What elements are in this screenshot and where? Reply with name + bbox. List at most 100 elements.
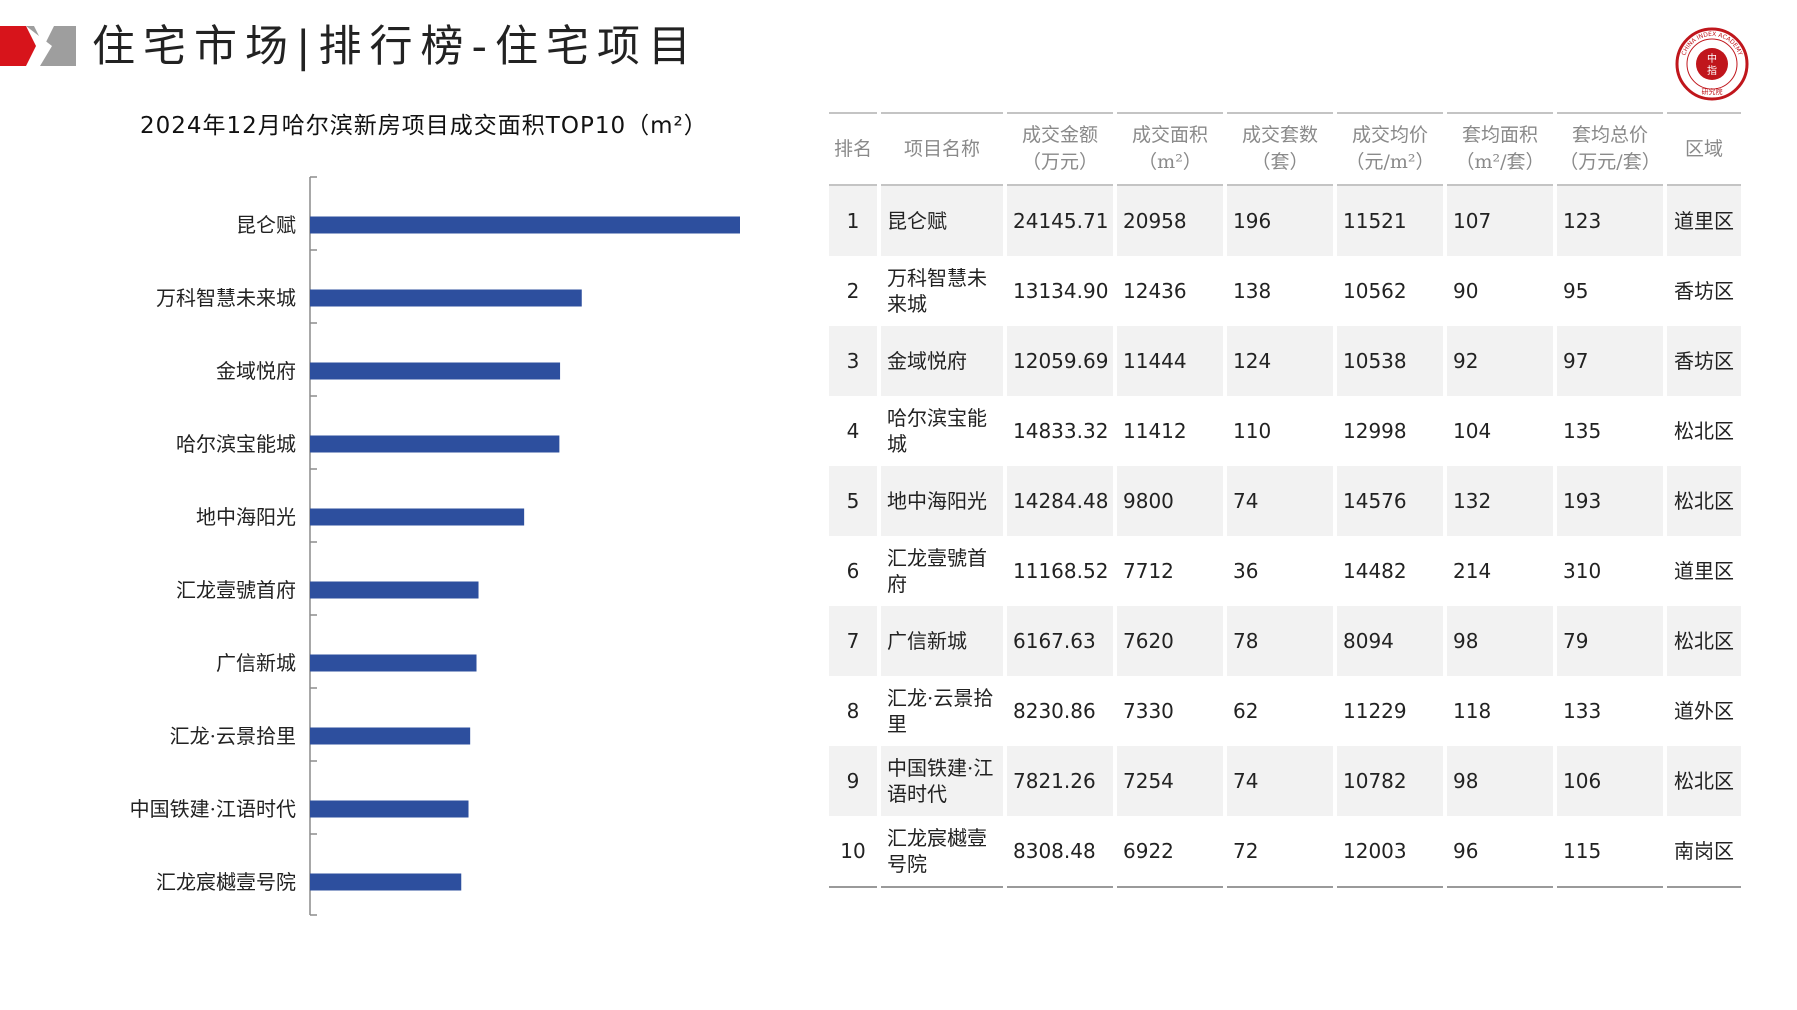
- bar: [310, 435, 560, 453]
- china-index-academy-logo: 中 指 CHINA INDEX ACADEMY 研究院: [1675, 27, 1749, 101]
- value-cell: 6922: [1117, 816, 1223, 888]
- value-cell: 74: [1227, 466, 1333, 536]
- value-cell: 7254: [1117, 746, 1223, 816]
- table-row: 2 万科智慧未来城 13134.90 12436 138 10562 90 95 香坊区: [829, 256, 1741, 326]
- project-name-cell: 中国铁建·江语时代: [881, 746, 1003, 816]
- value-cell: 36: [1233, 559, 1259, 583]
- table-row: 10 汇龙宸樾壹号院 8308.48 6922 72 12003 96 115 南岗区: [829, 816, 1741, 888]
- logo-char-top: 中: [1707, 52, 1717, 65]
- rank-cell: 7: [829, 606, 877, 676]
- table-header-cell: 套均总价（万元/套）: [1557, 112, 1663, 186]
- value-cell: 95: [1563, 279, 1589, 303]
- project-name-cell: 万科智慧未来城: [887, 266, 987, 316]
- table-row: 4 哈尔滨宝能城 14833.32 11412 110 12998 104 135 松北区: [829, 396, 1741, 466]
- bar: [310, 508, 525, 526]
- rank-cell: 4: [846, 419, 860, 443]
- project-name-cell: 哈尔滨宝能城: [887, 406, 987, 456]
- project-name-cell: 金域悦府: [881, 326, 1003, 396]
- bar: [310, 873, 462, 891]
- value-cell: 24145.71: [1007, 186, 1113, 256]
- table-header-cell: 套均面积（m²/套）: [1447, 112, 1553, 186]
- rank-cell: 10: [829, 816, 877, 888]
- table-header-cell: 成交套数（套）: [1227, 112, 1333, 186]
- value-cell: 11229: [1343, 699, 1407, 723]
- value-cell: 104: [1453, 419, 1492, 443]
- value-cell: 97: [1557, 326, 1663, 396]
- value-cell: 124: [1227, 326, 1333, 396]
- rank-cell: 1: [829, 186, 877, 256]
- value-cell: 214: [1453, 559, 1492, 583]
- value-cell: 107: [1447, 186, 1553, 256]
- bar: [310, 362, 561, 380]
- value-cell: 9800: [1117, 466, 1223, 536]
- project-name-cell: 汇龙宸樾壹号院: [881, 816, 1003, 888]
- table-row: 8 汇龙·云景拾里 8230.86 7330 62 11229 118 133 道外区: [829, 676, 1741, 746]
- value-cell: 11168.52: [1013, 559, 1109, 583]
- value-cell: 7330: [1123, 699, 1174, 723]
- chart-title: 2024年12月哈尔滨新房项目成交面积TOP10（m²）: [140, 113, 708, 139]
- table-header-cell: 成交均价（元/m²）: [1337, 112, 1443, 186]
- category-label: 广信新城: [216, 651, 296, 675]
- value-cell: 90: [1453, 279, 1479, 303]
- category-label: 金域悦府: [216, 359, 296, 383]
- value-cell: 7712: [1123, 559, 1174, 583]
- value-cell: 7821.26: [1007, 746, 1113, 816]
- region-cell: 道里区: [1667, 186, 1741, 256]
- value-cell: 11412: [1123, 419, 1187, 443]
- value-cell: 12998: [1343, 419, 1407, 443]
- value-cell: 11444: [1117, 326, 1223, 396]
- value-cell: 6167.63: [1007, 606, 1113, 676]
- value-cell: 10538: [1337, 326, 1443, 396]
- region-cell: 松北区: [1667, 466, 1741, 536]
- value-cell: 133: [1563, 699, 1602, 723]
- region-cell: 松北区: [1674, 419, 1734, 443]
- rank-cell: 5: [829, 466, 877, 536]
- category-label: 地中海阳光: [196, 505, 296, 529]
- page-title: 住宅市场|排行榜-住宅项目: [92, 22, 700, 72]
- value-cell: 8230.86: [1013, 699, 1096, 723]
- value-cell: 14284.48: [1007, 466, 1113, 536]
- bar: [310, 216, 740, 234]
- table-header-cell: 排名: [829, 112, 877, 186]
- header-decoration: [0, 26, 76, 66]
- value-cell: 132: [1447, 466, 1553, 536]
- value-cell: 7620: [1117, 606, 1223, 676]
- region-cell: 香坊区: [1667, 326, 1741, 396]
- category-label: 汇龙·云景拾里: [170, 724, 296, 748]
- value-cell: 193: [1557, 466, 1663, 536]
- table-row: 1 昆仑赋 24145.71 20958 196 11521 107 123 道里区: [829, 186, 1741, 256]
- region-cell: 松北区: [1667, 746, 1741, 816]
- table-header-cell: 成交金额（万元）: [1007, 112, 1113, 186]
- value-cell: 12436: [1123, 279, 1187, 303]
- value-cell: 12059.69: [1007, 326, 1113, 396]
- value-cell: 12003: [1337, 816, 1443, 888]
- bar: [310, 727, 471, 745]
- project-name-cell: 广信新城: [881, 606, 1003, 676]
- value-cell: 118: [1453, 699, 1492, 723]
- value-cell: 79: [1557, 606, 1663, 676]
- value-cell: 96: [1447, 816, 1553, 888]
- region-cell: 松北区: [1667, 606, 1741, 676]
- category-label: 中国铁建·江语时代: [130, 797, 296, 821]
- table-header-row: 排名 项目名称 成交金额（万元） 成交面积（m²） 成交套数（套） 成交均价（元/m²）套…: [829, 112, 1741, 186]
- table-header-cell: 项目名称: [881, 112, 1003, 186]
- region-cell: 南岗区: [1667, 816, 1741, 888]
- category-label: 昆仑赋: [236, 213, 296, 237]
- value-cell: 123: [1557, 186, 1663, 256]
- project-name-cell: 昆仑赋: [881, 186, 1003, 256]
- bar-chart: 昆仑赋万科智慧未来城金域悦府哈尔滨宝能城地中海阳光汇龙壹號首府广信新城汇龙·云景…: [130, 176, 740, 916]
- value-cell: 74: [1227, 746, 1333, 816]
- region-cell: 道里区: [1674, 559, 1734, 583]
- value-cell: 98: [1447, 746, 1553, 816]
- table-header-cell: 成交面积（m²）: [1117, 112, 1223, 186]
- value-cell: 72: [1227, 816, 1333, 888]
- rank-cell: 2: [846, 279, 860, 303]
- ranking-table: 排名 项目名称 成交金额（万元） 成交面积（m²） 成交套数（套） 成交均价（元/m²）套…: [825, 112, 1745, 888]
- value-cell: 10562: [1343, 279, 1407, 303]
- value-cell: 92: [1447, 326, 1553, 396]
- value-cell: 20958: [1117, 186, 1223, 256]
- project-name-cell: 汇龙壹號首府: [887, 546, 987, 596]
- table-header-cell: 区域: [1667, 112, 1741, 186]
- category-label: 哈尔滨宝能城: [176, 432, 296, 456]
- bar: [310, 654, 477, 672]
